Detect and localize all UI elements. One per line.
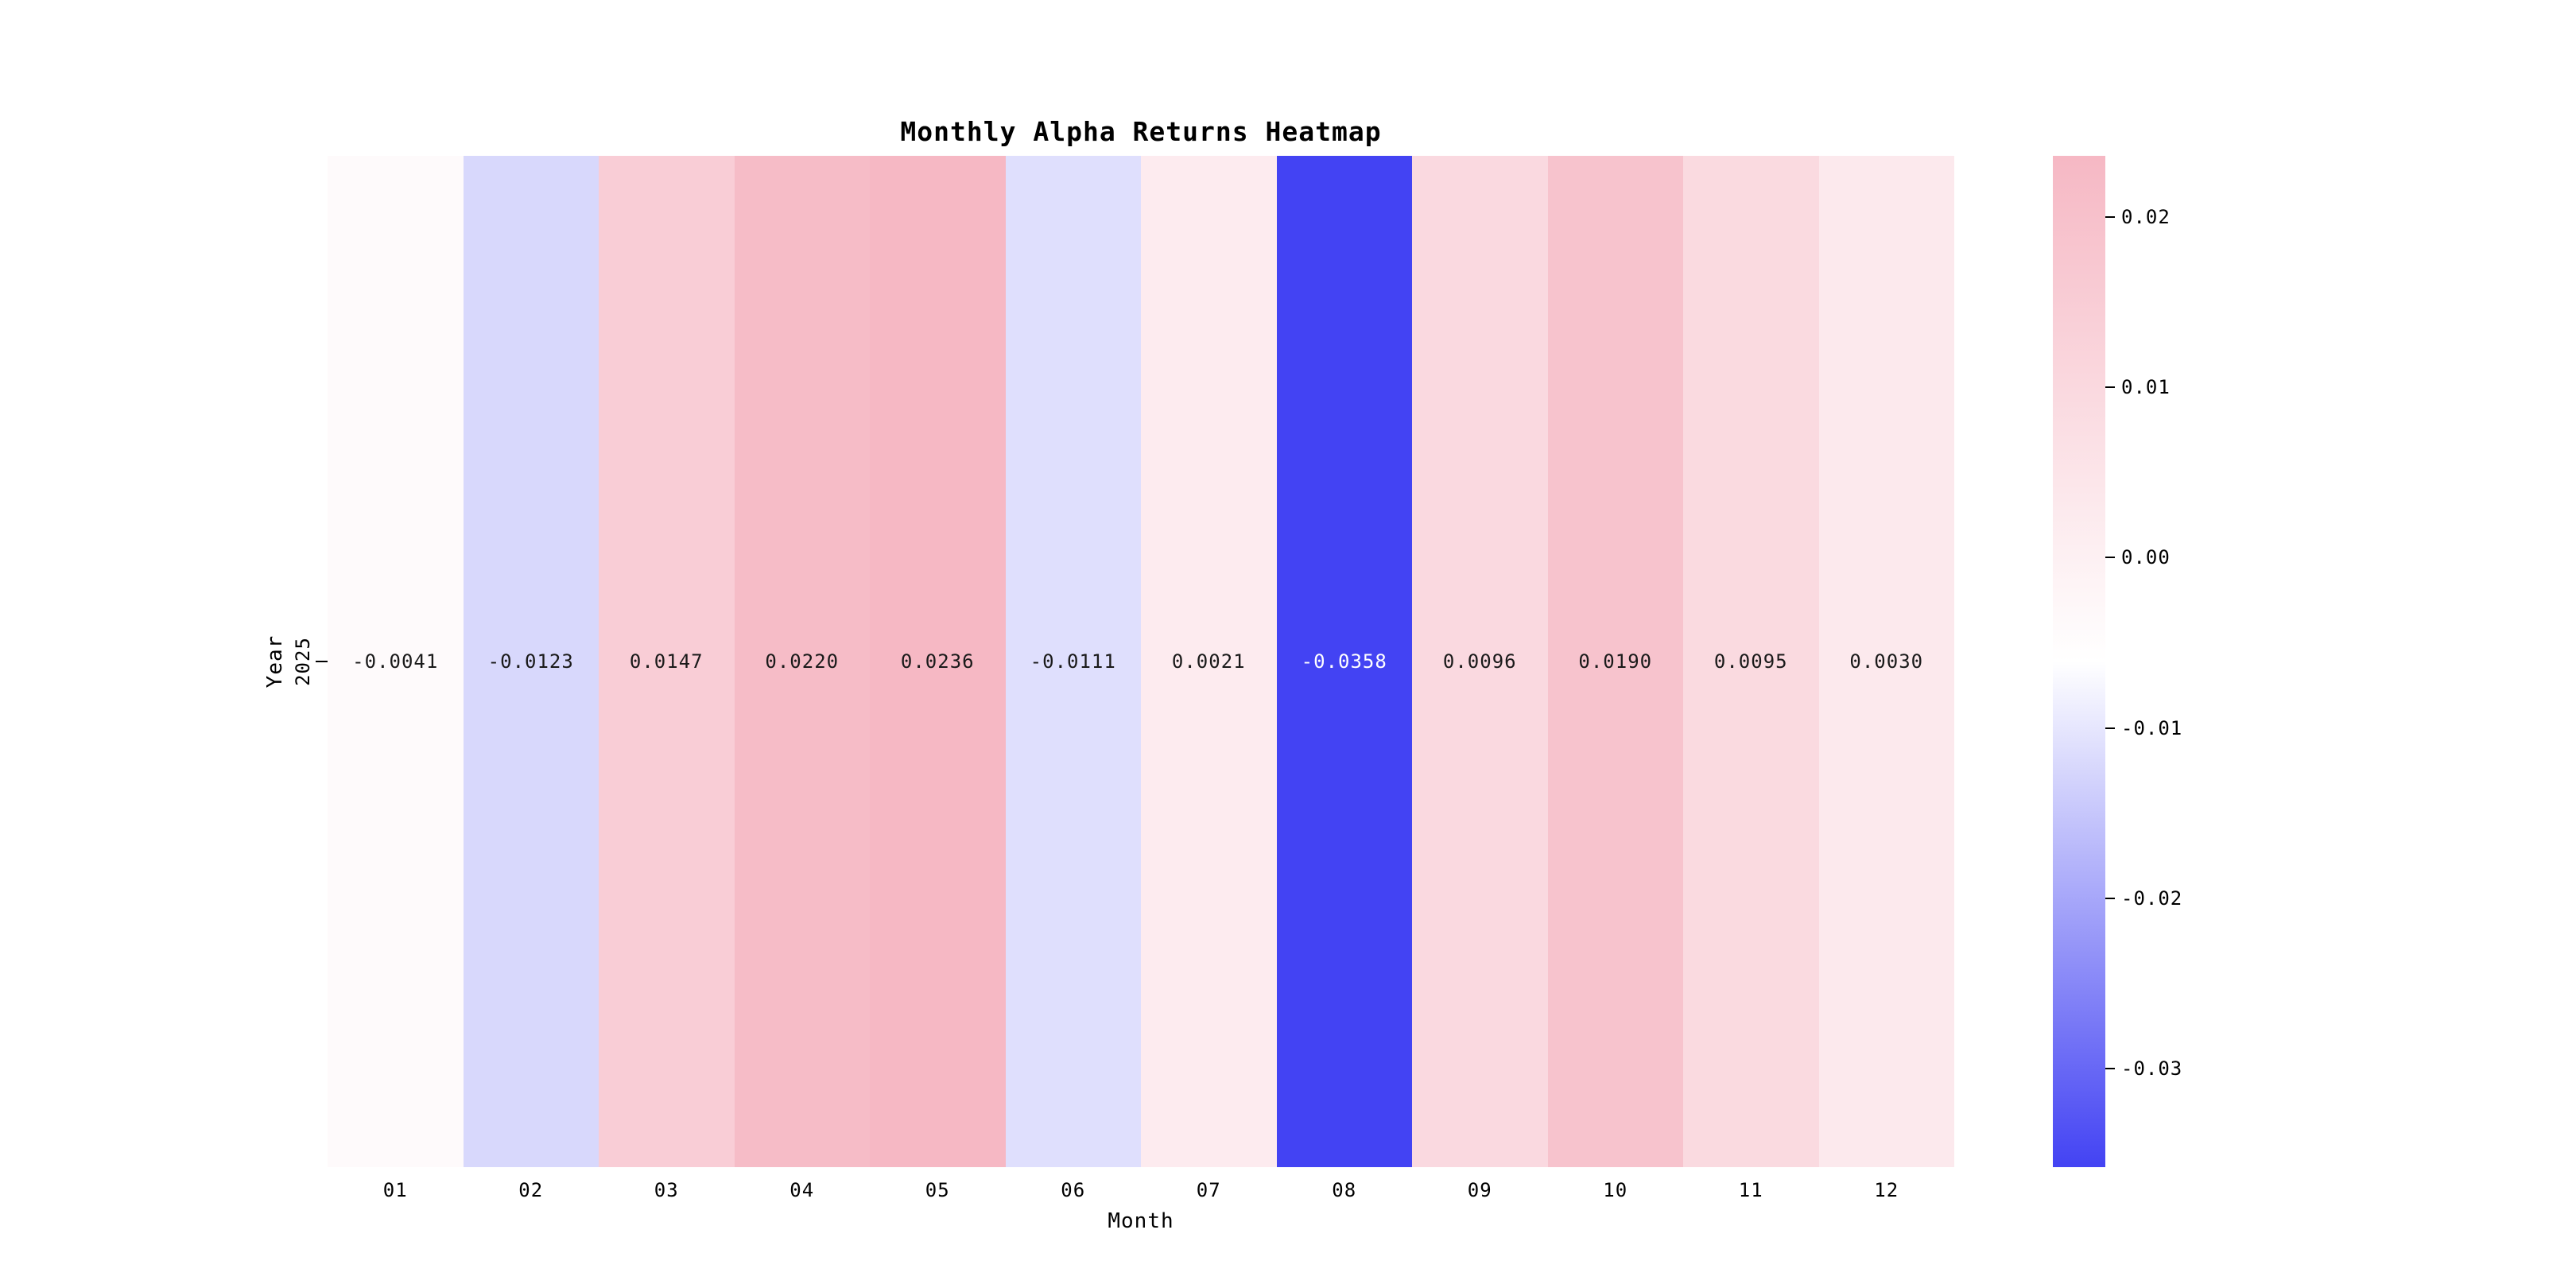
heatmap-cell: -0.0123	[463, 156, 599, 1167]
colorbar-tick-mark	[2105, 557, 2115, 559]
chart-title: Monthly Alpha Returns Heatmap	[900, 116, 1382, 147]
x-axis-label: Month	[1108, 1209, 1174, 1233]
cell-value: 0.0021	[1171, 650, 1246, 673]
x-tick-label: 06	[1061, 1179, 1086, 1201]
colorbar-tick-label: 0.00	[2121, 546, 2171, 569]
heatmap-cell: 0.0095	[1683, 156, 1819, 1167]
x-axis-ticks: 01 02 03 04 05 06 07 08 09 10 11 12	[328, 1179, 1954, 1201]
x-tick-label: 05	[925, 1179, 950, 1201]
cell-value: 0.0190	[1578, 650, 1653, 673]
y-tick-mark	[316, 661, 328, 662]
cell-value: -0.0123	[487, 650, 574, 673]
colorbar-tick-mark	[2105, 216, 2115, 219]
heatmap-cell: -0.0358	[1276, 156, 1412, 1167]
heatmap-cell: 0.0021	[1141, 156, 1277, 1167]
cell-value: 0.0030	[1849, 650, 1924, 673]
colorbar-tick-mark	[2105, 1067, 2115, 1069]
x-tick-label: 03	[654, 1179, 679, 1201]
heatmap-cell: 0.0030	[1818, 156, 1954, 1167]
colorbar-tick-mark	[2105, 386, 2115, 389]
colorbar-tick-label: -0.03	[2121, 1057, 2183, 1080]
cell-value: 0.0236	[900, 650, 975, 673]
cell-value: 0.0147	[629, 650, 704, 673]
colorbar-tick-mark	[2105, 897, 2115, 899]
x-tick-label: 02	[518, 1179, 544, 1201]
heatmap-cell: 0.0190	[1547, 156, 1683, 1167]
colorbar-tick-label: 0.02	[2121, 206, 2171, 229]
colorbar-tick-label: 0.01	[2121, 376, 2171, 399]
cell-value: -0.0358	[1301, 650, 1387, 673]
cell-value: -0.0111	[1030, 650, 1116, 673]
colorbar-tick-mark	[2105, 727, 2115, 729]
heatmap-cell: -0.0041	[328, 156, 464, 1167]
y-axis-label: Year	[263, 634, 287, 689]
colorbar-tick-label: -0.01	[2121, 716, 2183, 739]
x-tick-label: 08	[1332, 1179, 1357, 1201]
heatmap-cell: 0.0096	[1412, 156, 1548, 1167]
x-tick-label: 04	[789, 1179, 815, 1201]
cell-value: 0.0095	[1713, 650, 1788, 673]
y-tick-label: 2025	[292, 637, 314, 686]
x-tick-label: 09	[1467, 1179, 1492, 1201]
x-tick-label: 11	[1738, 1179, 1763, 1201]
heatmap-cell: 0.0236	[870, 156, 1006, 1167]
cell-value: -0.0041	[352, 650, 439, 673]
heatmap-cell: 0.0147	[599, 156, 735, 1167]
heatmap-cell: -0.0111	[1005, 156, 1141, 1167]
x-tick-label: 12	[1874, 1179, 1899, 1201]
x-tick-label: 10	[1603, 1179, 1628, 1201]
heatmap-plot: -0.0041 -0.0123 0.0147 0.0220 0.0236 -0.0111 0…	[328, 156, 1954, 1167]
colorbar-tick-label: -0.02	[2121, 886, 2183, 910]
cell-value: 0.0220	[765, 650, 840, 673]
heatmap-cell: 0.0220	[734, 156, 870, 1167]
colorbar	[2053, 156, 2105, 1167]
cell-value: 0.0096	[1442, 650, 1517, 673]
x-tick-label: 01	[382, 1179, 408, 1201]
x-tick-label: 07	[1196, 1179, 1221, 1201]
